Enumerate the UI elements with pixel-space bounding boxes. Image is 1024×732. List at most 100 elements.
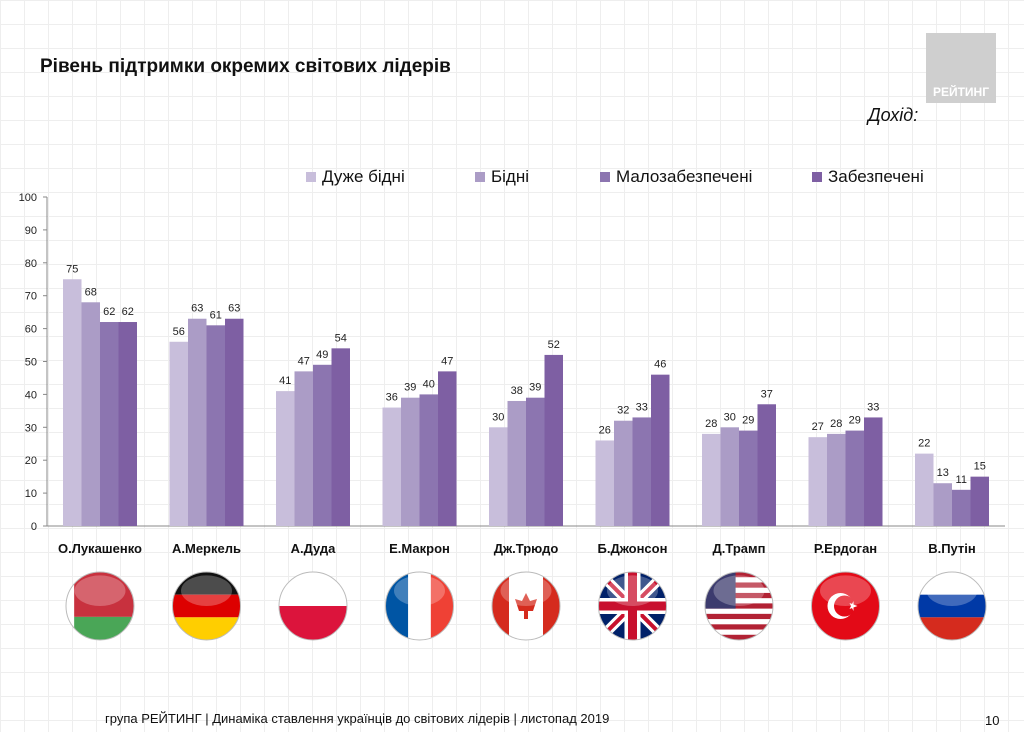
russia-flag-icon bbox=[917, 571, 987, 641]
bar bbox=[720, 427, 739, 526]
bar bbox=[526, 397, 545, 526]
y-tick-label: 30 bbox=[25, 422, 37, 434]
bar bbox=[915, 453, 934, 526]
bar bbox=[632, 417, 651, 526]
data-label: 41 bbox=[279, 375, 291, 387]
data-label: 22 bbox=[918, 438, 930, 450]
turkey-flag-icon bbox=[811, 571, 880, 641]
bar bbox=[507, 400, 526, 526]
bar bbox=[63, 279, 82, 526]
bar bbox=[206, 325, 225, 526]
category-label: Б.Джонсон bbox=[598, 541, 668, 556]
legend-item: Бідні bbox=[475, 167, 529, 187]
legend-label: Дуже бідні bbox=[322, 167, 405, 186]
y-tick-label: 100 bbox=[19, 192, 37, 204]
category-label: Е.Макрон bbox=[389, 541, 450, 556]
bar bbox=[118, 322, 137, 526]
bar bbox=[544, 354, 563, 526]
bar bbox=[970, 476, 989, 526]
legend-item: Малозабезпечені bbox=[600, 167, 752, 187]
y-tick-label: 60 bbox=[25, 324, 37, 336]
data-label: 29 bbox=[742, 415, 754, 427]
data-label: 62 bbox=[122, 306, 134, 318]
bar bbox=[614, 420, 633, 526]
category-label: Д.Трамп bbox=[713, 541, 766, 556]
france-flag-icon bbox=[385, 571, 454, 641]
data-label: 33 bbox=[867, 401, 879, 413]
data-label: 62 bbox=[103, 306, 115, 318]
legend-swatch bbox=[306, 172, 316, 182]
y-tick-label: 50 bbox=[25, 357, 37, 369]
data-label: 30 bbox=[724, 411, 736, 423]
legend-item: Дуже бідні bbox=[306, 167, 405, 187]
data-label: 52 bbox=[548, 339, 560, 351]
data-label: 32 bbox=[617, 405, 629, 417]
poland-flag-icon bbox=[278, 571, 348, 641]
bar bbox=[276, 391, 295, 526]
bar bbox=[331, 348, 350, 526]
canada-flag-icon bbox=[491, 571, 561, 641]
footer: група РЕЙТИНГ | Динаміка ставлення украї… bbox=[105, 711, 610, 726]
data-label: 47 bbox=[441, 355, 453, 367]
data-label: 15 bbox=[974, 461, 986, 473]
category-label: А.Дуда bbox=[291, 541, 337, 556]
data-label: 39 bbox=[529, 382, 541, 394]
bar bbox=[225, 318, 244, 526]
logo-text: РЕЙТИНГ bbox=[932, 85, 990, 99]
data-label: 13 bbox=[937, 467, 949, 479]
bar bbox=[702, 433, 721, 526]
data-label: 61 bbox=[210, 309, 222, 321]
bar bbox=[595, 440, 614, 526]
page-title: Рівень підтримки окремих світових лідері… bbox=[40, 56, 451, 77]
bar bbox=[739, 430, 758, 526]
data-label: 33 bbox=[636, 401, 648, 413]
data-label: 46 bbox=[654, 359, 666, 371]
bar bbox=[294, 371, 313, 526]
data-label: 40 bbox=[423, 378, 435, 390]
y-tick-label: 40 bbox=[25, 389, 37, 401]
germany-flag-icon bbox=[172, 571, 241, 641]
bar bbox=[169, 341, 188, 526]
data-label: 39 bbox=[404, 382, 416, 394]
usa-flag-icon bbox=[704, 571, 774, 641]
bar bbox=[313, 364, 332, 526]
data-label: 36 bbox=[386, 392, 398, 404]
data-label: 37 bbox=[761, 388, 773, 400]
data-label: 68 bbox=[85, 286, 97, 298]
data-label: 49 bbox=[316, 349, 328, 361]
data-label: 29 bbox=[849, 415, 861, 427]
belarus-flag-icon bbox=[65, 571, 135, 641]
data-label: 28 bbox=[705, 418, 717, 430]
bar bbox=[864, 417, 883, 526]
data-label: 54 bbox=[335, 332, 347, 344]
y-tick-label: 70 bbox=[25, 291, 37, 303]
y-tick-label: 90 bbox=[25, 225, 37, 237]
y-tick-label: 10 bbox=[25, 488, 37, 500]
bar bbox=[188, 318, 207, 526]
legend-title: Дохід: bbox=[868, 105, 919, 125]
data-label: 56 bbox=[173, 326, 185, 338]
data-label: 30 bbox=[492, 411, 504, 423]
data-label: 47 bbox=[298, 355, 310, 367]
bar bbox=[489, 427, 508, 526]
bar bbox=[808, 437, 827, 526]
bar bbox=[419, 394, 438, 526]
y-tick-label: 80 bbox=[25, 258, 37, 270]
bar-chart: 0 10 20 30 40 50 60 70 80 90 100 75 68 62 62 О.Лукашенк… bbox=[19, 192, 1005, 641]
data-label: 75 bbox=[66, 263, 78, 275]
category-label: А.Меркель bbox=[172, 541, 241, 556]
bar bbox=[827, 433, 846, 526]
legend-label: Бідні bbox=[491, 167, 530, 186]
bar bbox=[81, 302, 100, 526]
legend-swatch bbox=[600, 172, 610, 182]
category-label: В.Путін bbox=[928, 541, 976, 556]
data-label: 28 bbox=[830, 418, 842, 430]
data-label: 27 bbox=[812, 421, 824, 433]
data-label: 11 bbox=[956, 474, 967, 486]
legend-swatch bbox=[812, 172, 822, 182]
bar bbox=[651, 374, 670, 526]
bar bbox=[952, 489, 971, 526]
data-label: 63 bbox=[228, 303, 240, 315]
category-label: О.Лукашенко bbox=[58, 541, 142, 556]
bar bbox=[757, 404, 776, 526]
